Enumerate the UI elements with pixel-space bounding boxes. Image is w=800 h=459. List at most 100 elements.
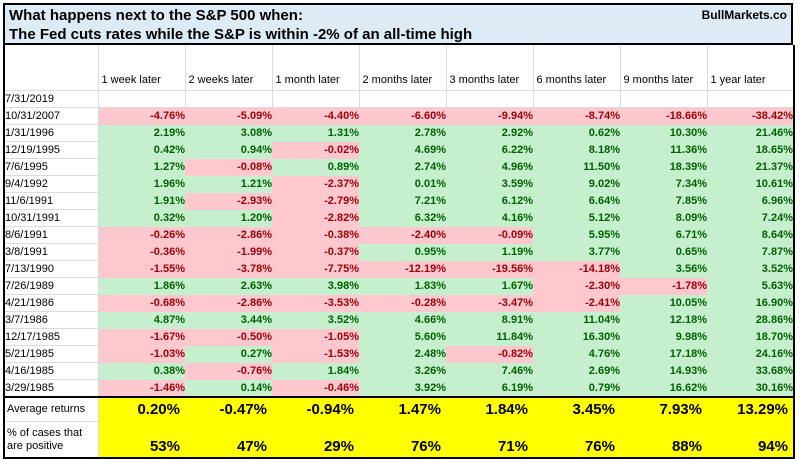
return-cell: 16.30% <box>533 328 620 346</box>
return-cell: -2.82% <box>272 209 359 227</box>
date-cell: 1/31/1996 <box>4 124 99 142</box>
return-cell: 33.68% <box>707 362 794 380</box>
date-cell: 3/7/1986 <box>4 311 99 329</box>
return-cell: 12.18% <box>620 311 707 329</box>
average-return-cell: 13.29% <box>707 396 794 422</box>
page-title-line2: The Fed cuts rates while the S&P is with… <box>9 26 473 43</box>
page-title-line1: What happens next to the S&P 500 when: <box>9 7 303 24</box>
return-cell: -1.78% <box>620 277 707 295</box>
table-row: 4/21/1986 -0.68% -2.86% -3.53% -0.28% -3.47% -… <box>4 294 794 312</box>
table-row: 10/31/2007 -4.76% -5.09% -4.40% -6.60% -9.94%… <box>4 107 794 125</box>
return-cell: -2.41% <box>533 294 620 312</box>
return-cell: 0.38% <box>98 362 185 380</box>
average-return-cell: 0.20% <box>98 396 185 422</box>
table-row: 11/6/1991 1.91% -2.93% -2.79% 7.21% 6.12% 6.64… <box>4 192 794 210</box>
return-cell: 1.83% <box>359 277 446 295</box>
percent-positive-cell: 94% <box>707 421 794 458</box>
return-cell: -0.82% <box>446 345 533 363</box>
return-cell: 7.85% <box>620 192 707 210</box>
column-header: 2 months later <box>359 45 447 91</box>
date-cell: 7/31/2019 <box>4 90 99 108</box>
return-cell: 1.84% <box>272 362 359 380</box>
return-cell: 10.61% <box>707 175 794 193</box>
table-row: 12/19/1995 0.42% 0.94% -0.02% 4.69% 6.22% 8.18… <box>4 141 794 159</box>
return-cell: -1.99% <box>185 243 272 261</box>
return-cell <box>446 90 534 108</box>
return-cell: -12.19% <box>359 260 446 278</box>
column-header: 1 week later <box>98 45 186 91</box>
return-cell: -2.86% <box>185 226 272 244</box>
return-cell: 0.89% <box>272 158 359 176</box>
return-cell: 21.46% <box>707 124 794 142</box>
return-cell: 10.05% <box>620 294 707 312</box>
table-row: 1/31/1996 2.19% 3.08% 1.31% 2.78% 2.92% 0.62% 1… <box>4 124 794 142</box>
return-cell <box>707 90 795 108</box>
title-box: What happens next to the S&P 500 when: T… <box>3 3 793 45</box>
return-cell: 11.36% <box>620 141 707 159</box>
percent-positive-cell: 71% <box>446 421 533 458</box>
average-returns-label: Average returns <box>4 396 99 422</box>
return-cell: 1.21% <box>185 175 272 193</box>
return-cell: 5.12% <box>533 209 620 227</box>
date-cell: 3/8/1991 <box>4 243 99 261</box>
return-cell: 6.19% <box>446 379 533 397</box>
return-cell: -2.30% <box>533 277 620 295</box>
return-cell: 3.59% <box>446 175 533 193</box>
returns-table: 1 week later 2 weeks later 1 month later 2 … <box>3 45 795 459</box>
return-cell: -4.76% <box>98 107 185 125</box>
return-cell: -19.56% <box>446 260 533 278</box>
column-header: 1 year later <box>707 45 795 91</box>
return-cell: 0.14% <box>185 379 272 397</box>
column-header: 3 months later <box>446 45 534 91</box>
return-cell: 3.52% <box>707 260 794 278</box>
return-cell: -3.47% <box>446 294 533 312</box>
return-cell <box>620 90 708 108</box>
return-cell: 21.37% <box>707 158 794 176</box>
return-cell: -0.28% <box>359 294 446 312</box>
return-cell: 9.02% <box>533 175 620 193</box>
date-cell: 7/6/1995 <box>4 158 99 176</box>
return-cell: 1.20% <box>185 209 272 227</box>
return-cell: 8.91% <box>446 311 533 329</box>
table-row: 4/16/1985 0.38% -0.76% 1.84% 3.26% 7.46% 2.69%… <box>4 362 794 380</box>
table-row: 3/8/1991 -0.36% -1.99% -0.37% 0.95% 1.19% 3.77… <box>4 243 794 261</box>
date-cell: 10/31/1991 <box>4 209 99 227</box>
date-cell: 12/17/1985 <box>4 328 99 346</box>
percent-positive-cell: 29% <box>272 421 359 458</box>
return-cell: 0.32% <box>98 209 185 227</box>
percent-positive-cell: 47% <box>185 421 272 458</box>
return-cell: 7.24% <box>707 209 794 227</box>
table-row: 9/4/1992 1.96% 1.21% -2.37% 0.01% 3.59% 9.02% 7… <box>4 175 794 193</box>
table-row: 12/17/1985 -1.67% -0.50% -1.05% 5.60% 11.84% 1… <box>4 328 794 346</box>
date-cell: 3/29/1985 <box>4 379 99 398</box>
percent-positive-cell: 76% <box>533 421 620 458</box>
return-cell: -18.66% <box>620 107 707 125</box>
return-cell <box>98 90 186 108</box>
return-cell: 11.50% <box>533 158 620 176</box>
column-header: 1 month later <box>272 45 360 91</box>
return-cell: 0.95% <box>359 243 446 261</box>
average-returns-row: Average returns 0.20% -0.47% -0.94% 1.47% 1.8… <box>4 396 794 422</box>
date-cell: 4/21/1986 <box>4 294 99 312</box>
brand-watermark: BullMarkets.co <box>701 8 787 22</box>
average-return-cell: 1.47% <box>359 396 446 422</box>
return-cell: 7.34% <box>620 175 707 193</box>
average-return-cell: 1.84% <box>446 396 533 422</box>
return-cell: 4.76% <box>533 345 620 363</box>
return-cell <box>272 90 360 108</box>
percent-positive-cell: 88% <box>620 421 707 458</box>
date-cell: 8/6/1991 <box>4 226 99 244</box>
return-cell: 2.48% <box>359 345 446 363</box>
return-cell: -0.26% <box>98 226 185 244</box>
date-cell: 5/21/1985 <box>4 345 99 363</box>
return-cell: 7.87% <box>707 243 794 261</box>
table-row: 5/21/1985 -1.03% 0.27% -1.53% 2.48% -0.82% 4.7… <box>4 345 794 363</box>
return-cell: 8.09% <box>620 209 707 227</box>
column-header: 6 months later <box>533 45 621 91</box>
return-cell <box>359 90 447 108</box>
return-cell: -5.09% <box>185 107 272 125</box>
return-cell: 2.19% <box>98 124 185 142</box>
return-cell: -0.09% <box>446 226 533 244</box>
return-cell: 4.16% <box>446 209 533 227</box>
return-cell: 1.19% <box>446 243 533 261</box>
